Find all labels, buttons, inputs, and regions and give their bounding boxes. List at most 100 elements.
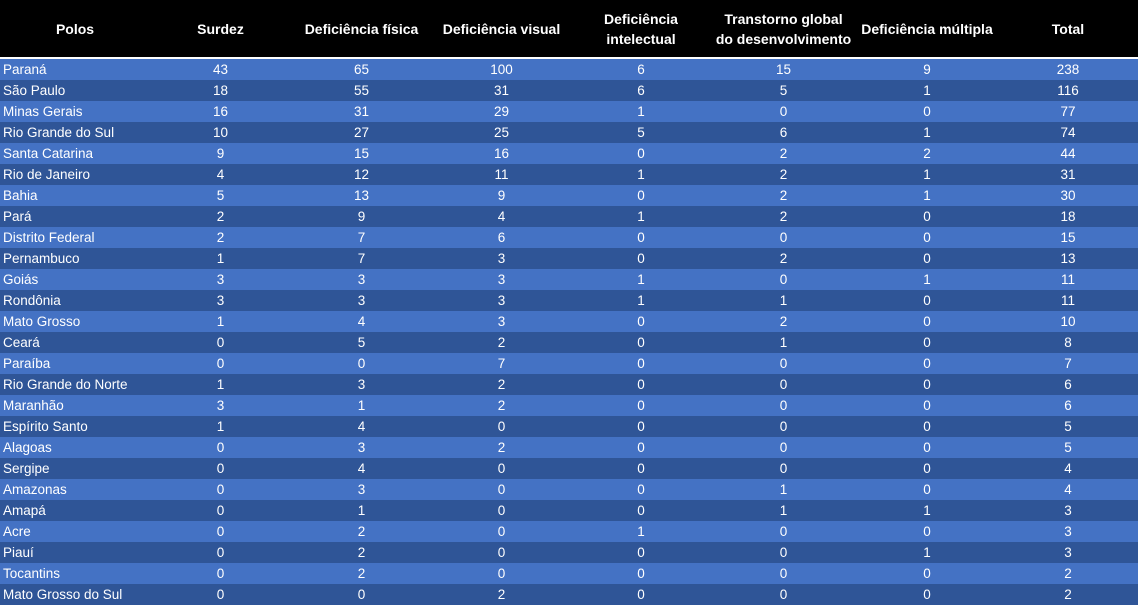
row-label: Acre [3,524,31,539]
cell: 1 [923,83,931,98]
cell: 0 [216,356,225,371]
cell: 9 [923,62,931,77]
cell: 1 [216,419,225,434]
cell: 3 [357,377,366,392]
column-header: Total [998,0,1138,59]
cell: 0 [779,566,788,581]
cell: 1 [923,545,931,560]
cell: 0 [637,419,645,434]
cell: 2 [497,335,506,350]
cell: 0 [779,104,788,119]
row-label: Tocantins [3,566,61,581]
cell: 0 [637,377,645,392]
cell: 0 [923,587,931,602]
table-row: Amapá 0 1 0 0 1 1 3 [0,500,1138,521]
row-label: Bahia [3,188,38,203]
cell: 29 [493,104,510,119]
cell: 55 [353,83,370,98]
header-text: Transtorno global [724,10,843,27]
cell: 0 [779,545,788,560]
column-header: Deficiência intelectual [571,0,711,59]
table-row: Mato Grosso 1 4 3 0 2 0 10 [0,311,1138,332]
table-header: Polos Surdez Deficiência física Deficiência… [0,0,1138,59]
row-label: Maranhão [3,398,64,413]
row-label: Paraíba [3,356,51,371]
cell: 1 [923,272,931,287]
cell: 2 [1064,566,1072,581]
cell: 2 [779,146,788,161]
table-row: Rondônia 3 3 3 1 1 0 11 [0,290,1138,311]
row-label: Rondônia [3,293,61,308]
cell: 3 [497,251,506,266]
cell: 1 [637,167,645,182]
table-row: Distrito Federal 2 7 6 0 0 0 15 [0,227,1138,248]
cell: 1 [779,335,788,350]
cell: 0 [923,419,931,434]
cell: 13 [353,188,370,203]
cell: 1 [637,524,645,539]
header-text: Total [1051,20,1085,37]
cell: 4 [216,167,225,182]
table-row: Paraíba 0 0 7 0 0 0 7 [0,353,1138,374]
cell: 0 [637,314,645,329]
cell: 1 [637,293,645,308]
cell: 0 [216,545,225,560]
cell: 0 [923,482,931,497]
cell: 0 [216,335,225,350]
cell: 0 [216,524,225,539]
cell: 27 [353,125,370,140]
cell: 3 [357,440,366,455]
cell: 0 [779,440,788,455]
cell: 0 [779,524,788,539]
cell: 5 [1064,440,1072,455]
cell: 5 [1064,419,1072,434]
cell: 15 [353,146,370,161]
cell: 1 [637,272,645,287]
cell: 18 [1060,209,1076,224]
cell: 0 [637,587,645,602]
column-header: Polos [0,0,150,59]
cell: 2 [216,209,225,224]
cell: 0 [923,314,931,329]
cell: 11 [1060,272,1075,287]
cell: 0 [779,377,788,392]
cell: 2 [357,545,366,560]
row-label: Paraná [3,62,47,77]
cell: 1 [216,314,225,329]
cell: 2 [497,440,506,455]
cell: 3 [357,482,366,497]
cell: 4 [497,209,506,224]
cell: 2 [1064,587,1072,602]
cell: 116 [1057,83,1079,98]
header-text: Surdez [197,20,244,37]
row-label: Ceará [3,335,40,350]
cell: 0 [216,440,225,455]
cell: 0 [923,377,931,392]
header-text: Polos [55,20,95,37]
header-text: do desenvolvimento [715,30,852,47]
table-body: Paraná 43 65 100 6 15 9 238 São Paulo 18 55 31 6 5 1 11… [0,58,1138,605]
cell: 65 [353,62,370,77]
cell: 0 [923,398,931,413]
cell: 4 [1064,482,1072,497]
cell: 1 [216,377,225,392]
cell: 2 [779,209,788,224]
cell: 3 [1064,545,1072,560]
cell: 0 [637,230,645,245]
cell: 0 [923,524,931,539]
cell: 3 [1064,524,1072,539]
cell: 0 [637,482,645,497]
cell: 74 [1060,125,1076,140]
header-text: Deficiência física [304,20,419,37]
cell: 3 [216,398,225,413]
header-text: Deficiência visual [442,20,561,37]
row-label: Espírito Santo [3,419,88,434]
cell: 5 [216,188,225,203]
cell: 0 [779,461,788,476]
cell: 0 [923,230,931,245]
table-row: Espírito Santo 1 4 0 0 0 0 5 [0,416,1138,437]
cell: 0 [637,251,645,266]
row-label: Amazonas [3,482,67,497]
cell: 6 [497,230,506,245]
